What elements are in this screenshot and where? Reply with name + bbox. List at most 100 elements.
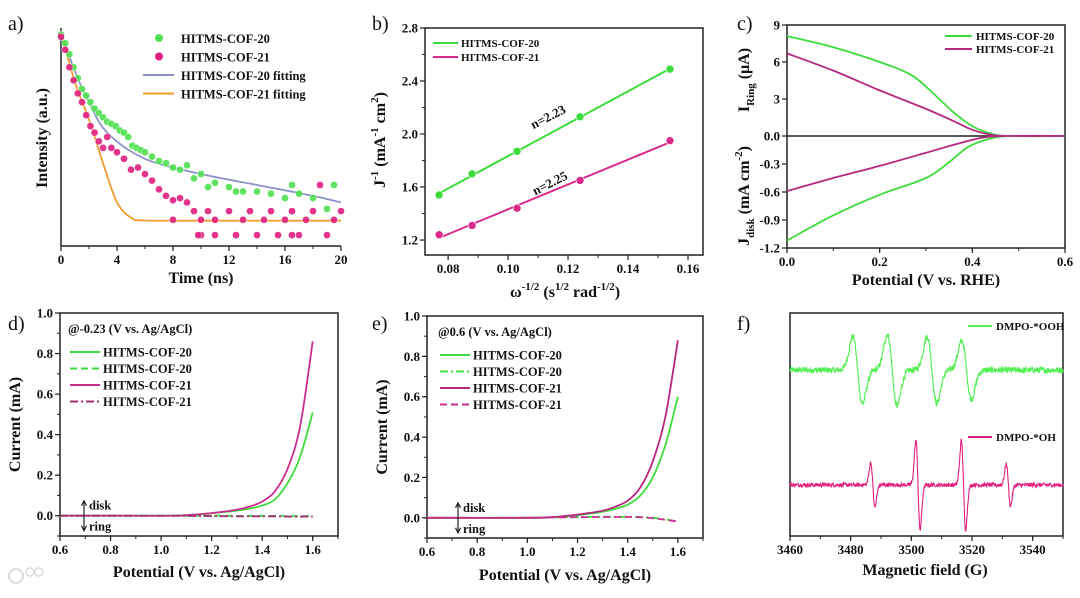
- x-tick-label: 3480: [838, 542, 864, 557]
- legend-label: HITMS-COF-21 fitting: [181, 88, 306, 102]
- x-tick-label: 0.4: [964, 254, 981, 269]
- y-tick-label: 0.2: [37, 468, 53, 483]
- y-tick-label: 1.2: [402, 233, 418, 248]
- y-tick-label: 0.8: [37, 346, 54, 361]
- data-point: [197, 215, 205, 224]
- legend-label: HITMS-COF-20: [181, 32, 270, 46]
- x-tick-label: 0.10: [497, 261, 520, 276]
- data-point: [253, 231, 261, 239]
- epr-spectrum-oh: [789, 438, 1064, 533]
- data-point: [73, 89, 82, 98]
- disk-y-tick-label: -0.3: [759, 157, 780, 172]
- x-tick-label: 3500: [898, 542, 924, 557]
- ring-label: ring: [89, 520, 112, 534]
- data-point: [141, 148, 149, 157]
- data-point: [260, 215, 268, 224]
- y-tick-label: 2.4: [402, 74, 419, 89]
- x-tick-label: 3540: [1020, 542, 1046, 557]
- data-point: [575, 176, 585, 185]
- disk-y-tick-label: 0.0: [764, 129, 780, 144]
- x-tick-label: 1.6: [670, 544, 687, 559]
- data-point: [253, 187, 261, 196]
- data-point: [78, 98, 86, 106]
- series-line-disk-hitms-cof-21: [786, 134, 1066, 192]
- data-point: [69, 76, 78, 85]
- axis-label-part: J: [372, 180, 389, 188]
- data-point: [281, 194, 289, 202]
- panel-label: e): [372, 313, 388, 335]
- x-tick-label: 16: [279, 252, 293, 267]
- data-point: [162, 192, 170, 200]
- axis-label-part: Potential (V vs. Ag/AgCl): [479, 567, 651, 584]
- data-point: [176, 165, 184, 174]
- ring-y-tick-label: 3: [774, 92, 781, 107]
- axis-label-part: Potential (V vs. RHE): [852, 272, 1000, 289]
- x-tick-label: 1.2: [569, 544, 585, 559]
- x-tick-label: 1.4: [620, 544, 637, 559]
- y-tick-label: 0.6: [37, 387, 54, 402]
- legend-label: HITMS-COF-21: [473, 382, 562, 396]
- axis-label-part: -1: [369, 127, 381, 136]
- data-point: [295, 189, 303, 198]
- axis-label-part: Potential (V vs. Ag/AgCl): [113, 564, 285, 581]
- legend-label: HITMS-COF-20: [976, 31, 1055, 43]
- data-point: [337, 207, 345, 215]
- data-point: [323, 231, 331, 239]
- data-point: [434, 190, 444, 200]
- y-axis-label: Current (mA): [7, 377, 24, 472]
- x-tick-label: 3460: [777, 542, 803, 557]
- data-point: [204, 183, 212, 191]
- data-point: [86, 98, 95, 106]
- legend-label: HITMS-COF-20 fitting: [181, 69, 306, 83]
- panel-label: c): [737, 13, 753, 35]
- fit-line: [438, 67, 671, 195]
- y-axis-label: J-1 (mA-1 cm2): [369, 92, 389, 188]
- x-tick-label: 0.0: [779, 254, 795, 269]
- data-point: [194, 231, 203, 239]
- data-point: [65, 63, 74, 72]
- data-point: [232, 187, 240, 196]
- data-point: [267, 189, 275, 198]
- disk-label: disk: [463, 501, 485, 515]
- data-point: [107, 144, 116, 152]
- data-point: [204, 207, 212, 215]
- legend-label: DMPO-*OOH: [996, 321, 1065, 333]
- x-axis-label: Potential (V vs. RHE): [852, 272, 1000, 289]
- x-tick-label: 3520: [959, 542, 985, 557]
- axis-label-part: Time (ns): [168, 270, 233, 287]
- data-point: [575, 112, 585, 122]
- y-tick-label: 0.6: [404, 389, 421, 404]
- axis-label-part: -1: [369, 171, 381, 180]
- axis-label-part: ): [615, 284, 620, 301]
- y-tick-label: 0.0: [37, 508, 53, 523]
- axis-label-part: (s: [539, 284, 555, 301]
- plot-frame: [426, 315, 704, 539]
- data-point: [90, 128, 99, 137]
- data-point: [148, 152, 156, 161]
- epr-spectrum-ooh: [789, 332, 1064, 409]
- y-axis-label-disk: Jdisk (mA cm-2): [733, 146, 757, 246]
- x-tick-label: 12: [223, 252, 236, 267]
- data-point: [183, 161, 191, 170]
- legend-label: DMPO-*OH: [996, 432, 1056, 444]
- x-axis-label: ω-1/2 (s1/2 rad-1/2): [510, 281, 620, 301]
- data-point: [267, 207, 275, 215]
- x-tick-label: 0.8: [469, 544, 486, 559]
- y-tick-label: 2.8: [402, 21, 419, 36]
- data-point: [155, 157, 163, 165]
- y-tick-label: 0.8: [404, 349, 421, 364]
- data-point: [141, 170, 149, 178]
- legend-label: HITMS-COF-21: [103, 395, 192, 409]
- legend-label: HITMS-COF-21: [103, 379, 192, 393]
- panel-label: f): [737, 313, 750, 335]
- data-point: [176, 194, 184, 202]
- axis-label-part: (μA): [736, 48, 753, 83]
- x-tick-label: 0.08: [437, 261, 460, 276]
- x-tick-label: 8: [170, 252, 177, 267]
- axis-label-part: (mA cm: [736, 160, 753, 218]
- data-point: [211, 178, 219, 187]
- legend-marker: [155, 52, 163, 61]
- data-point: [86, 122, 95, 130]
- data-point: [512, 146, 522, 156]
- ring-label: ring: [463, 522, 486, 536]
